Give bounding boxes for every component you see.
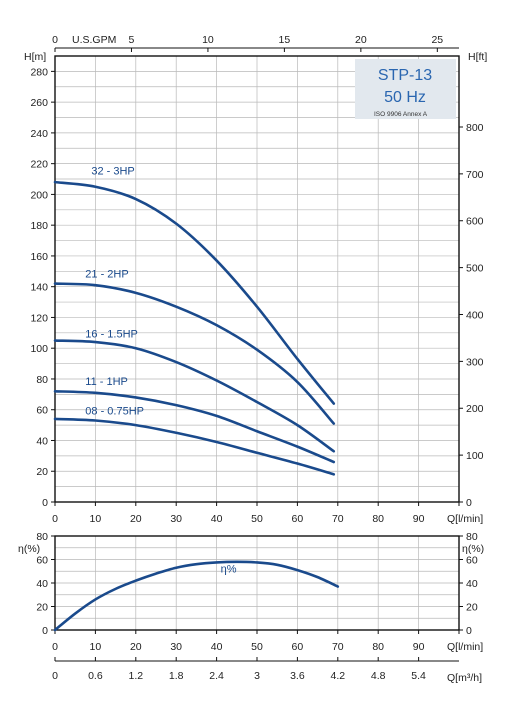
eff-xtick-label-9: 90: [413, 641, 425, 653]
eff-ytick-label-1: 20: [36, 602, 48, 614]
eff-xtick-label-10: Q[l/min]: [447, 641, 483, 653]
top-xtick-label-8: 80: [372, 513, 384, 525]
head-curve-label-2: 16 - 1.5HP: [85, 328, 138, 340]
m3h-tick-label-5: 3: [254, 670, 260, 682]
top-xtick-label-5: 50: [251, 513, 263, 525]
eff-y-right-title: η(%): [462, 543, 484, 555]
head-curve-2: [53, 339, 336, 453]
m3h-tick-label-4: 2.4: [209, 670, 224, 682]
top-rtick-label-2: 200: [466, 403, 484, 415]
top-y-right-title: H[ft]: [468, 51, 487, 63]
m3h-tick-label-7: 4.2: [330, 670, 345, 682]
top-rtick-label-3: 300: [466, 356, 484, 368]
eff-xtick-label-2: 20: [130, 641, 142, 653]
eff-y-left-title: η(%): [18, 543, 40, 555]
top-ytick-label-0: 0: [42, 497, 48, 509]
head-curve-1: [53, 282, 336, 425]
top-gpm-label-1: 5: [129, 34, 135, 46]
top-ytick-label-11: 220: [30, 159, 48, 171]
top-ytick-label-14: 280: [30, 66, 48, 78]
eff-rtick-label-0: 0: [466, 625, 472, 637]
eff-xtick-label-7: 70: [332, 641, 344, 653]
title-box: [355, 59, 456, 119]
m3h-tick-label-1: 0.6: [88, 670, 103, 682]
top-xtick-label-0: 0: [52, 513, 58, 525]
top-ytick-label-13: 260: [30, 97, 48, 109]
m3h-tick-label-3: 1.8: [169, 670, 184, 682]
eff-xtick-label-8: 80: [372, 641, 384, 653]
top-rtick-label-6: 600: [466, 216, 484, 228]
top-rtick-label-7: 700: [466, 169, 484, 181]
eff-ytick-label-2: 40: [36, 578, 48, 590]
eff-xtick-label-0: 0: [52, 641, 58, 653]
head-curve-3: [53, 389, 336, 464]
top-ytick-label-1: 20: [36, 466, 48, 478]
top-rtick-label-8: 800: [466, 122, 484, 134]
chart-title: STP-13: [378, 67, 432, 84]
top-gpm-axis-title: U.S.GPM: [72, 34, 116, 46]
top-rtick-label-5: 500: [466, 263, 484, 275]
top-ytick-label-9: 180: [30, 220, 48, 232]
eff-curve-label-0: η%: [221, 563, 237, 575]
m3h-tick-label-9: 5.4: [411, 670, 426, 682]
top-gpm-label-2: 10: [202, 34, 214, 46]
eff-curve-0: [53, 560, 340, 632]
eff-xtick-label-1: 10: [90, 641, 102, 653]
top-ytick-label-4: 80: [36, 374, 48, 386]
head-curve-label-3: 11 - 1HP: [85, 376, 128, 388]
top-xtick-label-4: 40: [211, 513, 223, 525]
top-gpm-label-0: 0: [52, 34, 58, 46]
m3h-axis-title: Q[m³/h]: [447, 672, 482, 684]
top-xtick-label-7: 70: [332, 513, 344, 525]
top-y-left-title: H[m]: [24, 51, 46, 63]
eff-rtick-label-4: 80: [466, 531, 478, 543]
head-curve-label-4: 08 - 0.75HP: [85, 405, 144, 417]
m3h-tick-label-6: 3.6: [290, 670, 305, 682]
top-ytick-label-5: 100: [30, 343, 48, 355]
top-ytick-label-10: 200: [30, 189, 48, 201]
top-ytick-label-12: 240: [30, 128, 48, 140]
eff-rtick-label-1: 20: [466, 602, 478, 614]
top-rtick-label-4: 400: [466, 309, 484, 321]
m3h-tick-label-0: 0: [52, 670, 58, 682]
top-ytick-label-6: 120: [30, 312, 48, 324]
top-ytick-label-8: 160: [30, 251, 48, 263]
top-xtick-label-10: Q[l/min]: [447, 513, 483, 525]
eff-xtick-label-6: 60: [292, 641, 304, 653]
m3h-tick-label-8: 4.8: [371, 670, 386, 682]
top-gpm-label-5: 25: [431, 34, 443, 46]
top-xtick-label-9: 90: [413, 513, 425, 525]
head-curve-label-0: 32 - 3HP: [91, 165, 134, 177]
eff-ytick-label-4: 80: [36, 531, 48, 543]
top-xtick-label-2: 20: [130, 513, 142, 525]
top-xtick-label-3: 30: [170, 513, 182, 525]
head-curve-4: [53, 417, 336, 476]
top-rtick-label-0: 0: [466, 497, 472, 509]
top-xtick-label-6: 60: [292, 513, 304, 525]
top-ytick-label-2: 40: [36, 435, 48, 447]
eff-rtick-label-2: 40: [466, 578, 478, 590]
top-gpm-label-4: 20: [355, 34, 367, 46]
eff-xtick-label-3: 30: [170, 641, 182, 653]
eff-rtick-label-3: 60: [466, 555, 478, 567]
eff-xtick-label-5: 50: [251, 641, 263, 653]
eff-ytick-label-3: 60: [36, 555, 48, 567]
head-curve-0: [53, 180, 336, 405]
top-ytick-label-3: 60: [36, 405, 48, 417]
m3h-tick-label-2: 1.2: [128, 670, 143, 682]
top-gpm-label-3: 15: [279, 34, 291, 46]
top-xtick-label-1: 10: [90, 513, 102, 525]
eff-ytick-label-0: 0: [42, 625, 48, 637]
eff-xtick-label-4: 40: [211, 641, 223, 653]
top-ytick-label-7: 140: [30, 282, 48, 294]
chart-subtitle: 50 Hz: [384, 89, 426, 106]
chart-note: ISO 9906 Annex A: [374, 111, 428, 118]
head-curve-label-1: 21 - 2HP: [85, 268, 128, 280]
top-rtick-label-1: 100: [466, 450, 484, 462]
